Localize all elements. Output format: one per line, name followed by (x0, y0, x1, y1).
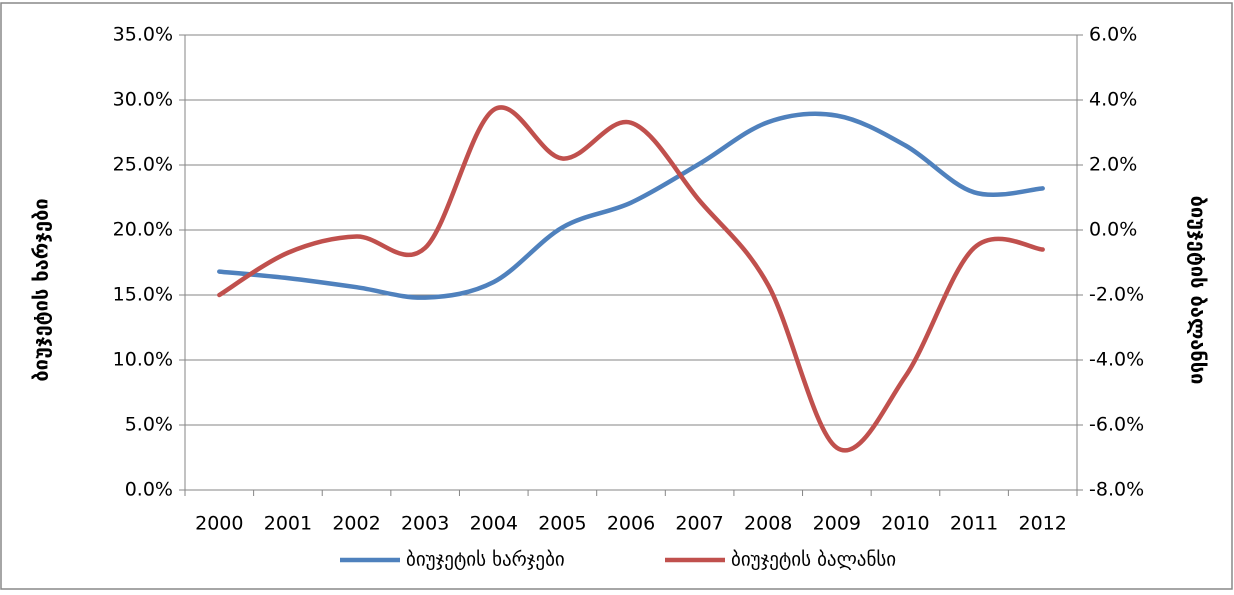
y-tick-label: 35.0% (113, 24, 173, 46)
x-tick-label: 2010 (881, 513, 929, 535)
x-tick-label: 2004 (470, 513, 518, 535)
series-line (217, 105, 1045, 453)
x-tick-label: 2011 (950, 513, 998, 535)
y2-tick-label: -4.0% (1089, 349, 1144, 371)
x-tick-label: 2009 (813, 513, 861, 535)
y2-tick-label: -8.0% (1089, 479, 1144, 501)
y-tick-label: 20.0% (113, 219, 173, 241)
x-tick-label: 2007 (675, 513, 723, 535)
x-tick-label: 2005 (538, 513, 586, 535)
x-tick-label: 2002 (332, 513, 380, 535)
y-tick-label: 30.0% (113, 89, 173, 111)
series-line (217, 111, 1045, 300)
y-tick-label: 0.0% (125, 479, 173, 501)
y2-tick-label: 4.0% (1089, 89, 1137, 111)
y-tick-label: 25.0% (113, 154, 173, 176)
y-tick-label: 10.0% (113, 349, 173, 371)
y2-tick-label: -2.0% (1089, 284, 1144, 306)
x-tick-label: 2006 (607, 513, 655, 535)
y2-tick-label: 2.0% (1089, 154, 1137, 176)
y2-tick-label: 6.0% (1089, 24, 1137, 46)
y2-tick-label: 0.0% (1089, 219, 1137, 241)
x-tick-label: 2001 (264, 513, 312, 535)
legend-label: ბიუჯეტის ბალანსი (731, 549, 896, 571)
y-axis-title: ბიუჯეტის ხარჯები (29, 198, 53, 381)
legend-label: ბიუჯეტის ხარჯები (406, 549, 565, 571)
x-tick-label: 2000 (195, 513, 243, 535)
x-tick-label: 2003 (401, 513, 449, 535)
y2-tick-label: -6.0% (1089, 414, 1144, 436)
x-tick-label: 2008 (744, 513, 792, 535)
x-tick-label: 2012 (1019, 513, 1067, 535)
y-tick-label: 5.0% (125, 414, 173, 436)
y2-axis-title: ბიუჯეტის ბალანსი (1187, 196, 1211, 385)
y-tick-label: 15.0% (113, 284, 173, 306)
